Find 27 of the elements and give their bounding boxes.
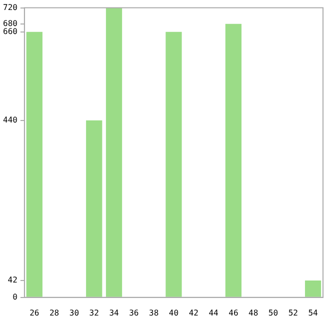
y-tick-label: 680: [2, 18, 18, 28]
x-tick-label: 54: [308, 308, 318, 318]
x-tick-label: 38: [149, 308, 159, 318]
y-tick-label: 440: [2, 116, 18, 124]
bar: [166, 32, 182, 297]
x-tick-label: 34: [109, 308, 120, 318]
y-tick-label: 42: [8, 276, 18, 285]
bar: [225, 24, 242, 297]
x-tick-label: 50: [268, 308, 278, 318]
bar: [106, 8, 122, 297]
x-tick-label: 28: [49, 308, 60, 318]
y-tick-label: 660: [2, 27, 18, 36]
x-tick-label: 26: [30, 308, 40, 318]
x-tick-label: 40: [168, 308, 179, 318]
bar: [304, 280, 322, 297]
y-tick-label: 0: [12, 292, 18, 302]
x-tick-label: 48: [248, 308, 258, 318]
x-tick-label: 52: [288, 308, 298, 318]
x-tick-label: 44: [208, 308, 219, 318]
x-tick-label: 32: [89, 308, 100, 318]
x-tick-label: 30: [69, 308, 80, 318]
x-tick-label: 46: [228, 308, 238, 318]
x-tick-label: 42: [188, 308, 199, 318]
bar: [86, 120, 102, 297]
x-tick-label: 36: [129, 308, 139, 318]
bar: [26, 32, 42, 297]
y-tick-label: 720: [2, 2, 18, 12]
